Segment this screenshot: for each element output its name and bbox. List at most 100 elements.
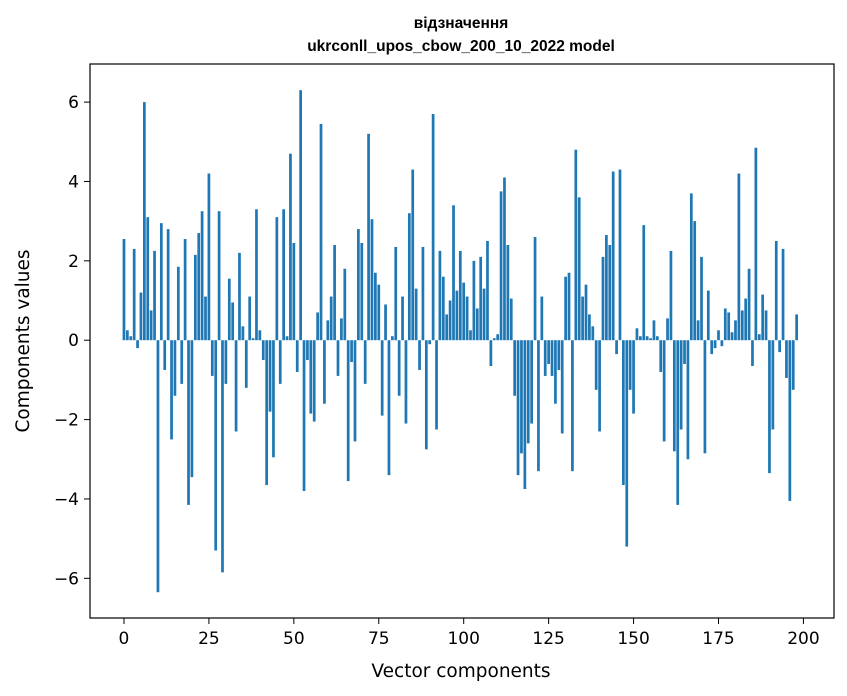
bar xyxy=(635,328,639,341)
bar xyxy=(187,340,190,505)
bar xyxy=(560,340,564,434)
bar xyxy=(268,340,272,412)
bar xyxy=(360,242,364,341)
y-tick-label: −6 xyxy=(54,569,79,589)
bar xyxy=(618,169,622,341)
x-axis-label: Vector components xyxy=(371,661,550,682)
bar xyxy=(156,340,160,593)
bar xyxy=(441,276,445,341)
bar xyxy=(557,340,561,370)
bar xyxy=(672,340,676,452)
bar xyxy=(475,308,479,341)
bar xyxy=(346,340,350,482)
bar xyxy=(605,235,608,341)
bar xyxy=(350,340,353,363)
bar xyxy=(710,340,714,355)
bar xyxy=(132,248,136,341)
bar xyxy=(428,340,432,345)
bar xyxy=(734,320,737,341)
bar xyxy=(289,153,292,341)
bar xyxy=(377,284,381,341)
bar xyxy=(397,340,401,396)
bar xyxy=(628,340,632,390)
bar xyxy=(686,340,690,460)
bar xyxy=(537,340,540,472)
bar xyxy=(469,330,472,341)
x-tick-label: 200 xyxy=(787,629,819,649)
bar xyxy=(224,340,228,384)
bar xyxy=(543,340,547,376)
bar xyxy=(778,340,781,353)
bar xyxy=(248,296,252,341)
bar xyxy=(452,205,455,341)
bar xyxy=(751,340,754,367)
bar xyxy=(265,340,269,486)
bar xyxy=(292,242,296,341)
bar xyxy=(231,302,235,341)
bar xyxy=(465,296,469,341)
bar xyxy=(513,340,517,396)
bar xyxy=(316,312,319,341)
bar xyxy=(713,340,717,349)
bar xyxy=(666,318,669,341)
bar xyxy=(367,133,370,341)
bar xyxy=(744,298,748,341)
bar xyxy=(374,272,377,341)
bar xyxy=(768,340,771,474)
bar xyxy=(608,244,612,341)
bar xyxy=(411,169,415,341)
bar xyxy=(126,330,129,341)
bar xyxy=(791,340,795,390)
x-tick-label: 150 xyxy=(617,629,649,649)
bar xyxy=(180,340,184,384)
bar xyxy=(197,233,201,341)
bar xyxy=(401,296,404,341)
x-tick-label: 100 xyxy=(447,629,479,649)
bar xyxy=(438,250,442,341)
bar xyxy=(689,193,693,341)
bar xyxy=(764,310,768,341)
bar xyxy=(255,209,258,341)
bar xyxy=(584,284,588,341)
y-tick-label: 0 xyxy=(68,331,79,351)
x-tick-label: 125 xyxy=(532,629,564,649)
bar xyxy=(306,340,309,361)
bar xyxy=(384,304,387,341)
bar xyxy=(503,177,506,341)
bar xyxy=(435,340,438,430)
bar xyxy=(632,340,635,414)
bar xyxy=(564,276,567,341)
bar xyxy=(333,244,336,341)
bar xyxy=(136,340,139,349)
bar xyxy=(414,288,418,341)
x-tick-label: 0 xyxy=(119,629,130,649)
bar xyxy=(424,340,428,450)
bar xyxy=(706,290,710,341)
y-axis-label: Components values xyxy=(13,249,34,432)
bar xyxy=(458,250,462,341)
bar xyxy=(407,213,411,341)
bar xyxy=(520,340,523,454)
bar xyxy=(615,340,618,355)
bar xyxy=(693,221,697,341)
bar xyxy=(486,240,489,341)
bar xyxy=(717,330,720,341)
y-tick-label: 4 xyxy=(68,172,79,192)
bar xyxy=(489,340,493,367)
bar xyxy=(275,217,279,341)
bar xyxy=(625,340,629,547)
bar xyxy=(418,340,421,370)
bar xyxy=(241,326,245,341)
bar xyxy=(329,296,333,341)
bar xyxy=(554,340,557,404)
bar xyxy=(785,340,788,378)
bar xyxy=(340,318,343,341)
bar xyxy=(244,340,248,388)
bar xyxy=(696,320,700,341)
bar xyxy=(153,250,156,341)
bar xyxy=(200,211,204,341)
bar xyxy=(210,340,214,376)
bar xyxy=(455,290,459,341)
bar xyxy=(251,338,255,341)
